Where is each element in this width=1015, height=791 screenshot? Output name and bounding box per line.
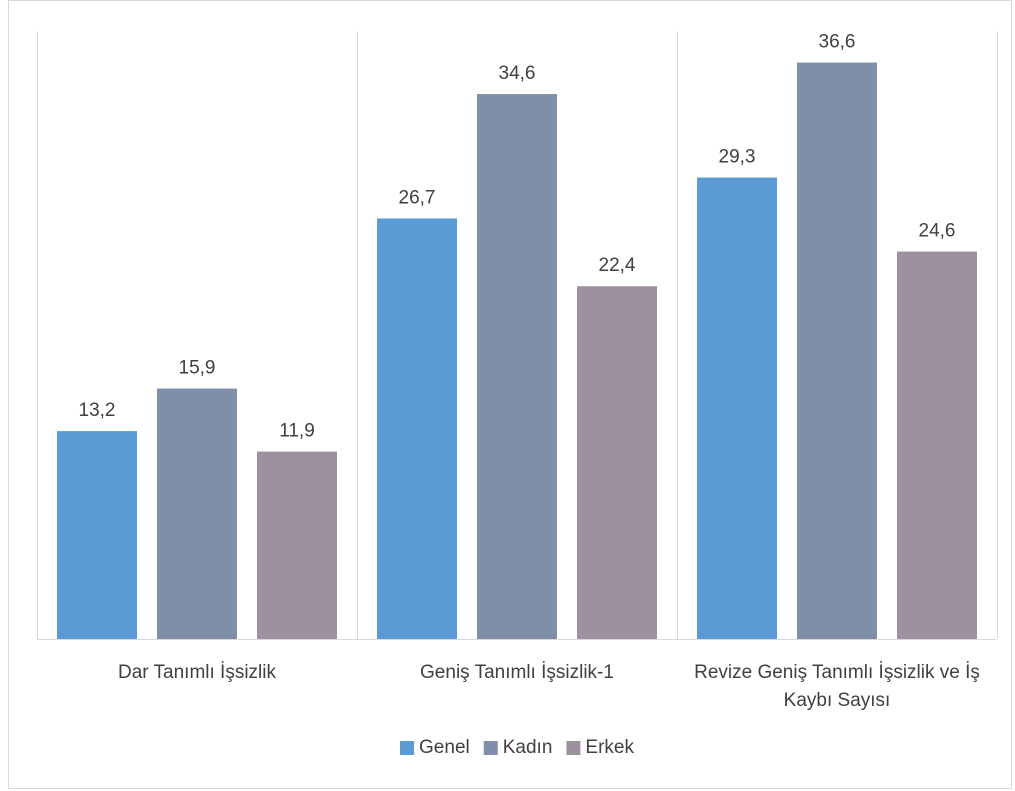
bar-erkek — [577, 286, 657, 639]
legend-label-genel: Genel — [419, 737, 470, 758]
data-label: 34,6 — [499, 63, 536, 84]
bar-kadın — [157, 388, 237, 639]
bar-genel — [377, 218, 457, 639]
category-tick-label: Dar Tanımlı İşsizlik — [118, 662, 277, 683]
category-tick-label: Geniş Tanımlı İşsizlik-1 — [420, 662, 614, 683]
category-tick-label: Kaybı Sayısı — [784, 690, 891, 711]
legend-label-kadın: Kadın — [503, 737, 553, 758]
data-label: 24,6 — [919, 221, 956, 242]
legend-label-erkek: Erkek — [585, 737, 634, 758]
bar-genel — [697, 177, 777, 639]
bar-genel — [57, 431, 137, 639]
data-label: 22,4 — [599, 255, 636, 276]
legend-swatch-genel — [400, 741, 415, 755]
bar-erkek — [257, 451, 337, 639]
data-label: 11,9 — [279, 421, 315, 442]
data-label: 36,6 — [819, 32, 856, 53]
bar-kadın — [477, 94, 557, 640]
bar-erkek — [897, 251, 977, 640]
category-tick-label: Revize Geniş Tanımlı İşsizlik ve İş — [694, 662, 980, 683]
data-label: 29,3 — [719, 147, 756, 168]
legend-swatch-kadın — [483, 741, 498, 755]
legend-swatch-erkek — [566, 741, 581, 755]
data-label: 13,2 — [79, 400, 116, 421]
bar-kadın — [797, 62, 877, 640]
data-label: 15,9 — [179, 358, 216, 379]
bar-chart: 13,2 15,9 11,9 26,7 34,6 22,4 29,3 36,6 24,6 Dar … — [37, 31, 998, 758]
data-label: 26,7 — [399, 187, 436, 208]
chart-frame: 13,2 15,9 11,9 26,7 34,6 22,4 29,3 36,6 24,6 Dar … — [8, 0, 1012, 789]
